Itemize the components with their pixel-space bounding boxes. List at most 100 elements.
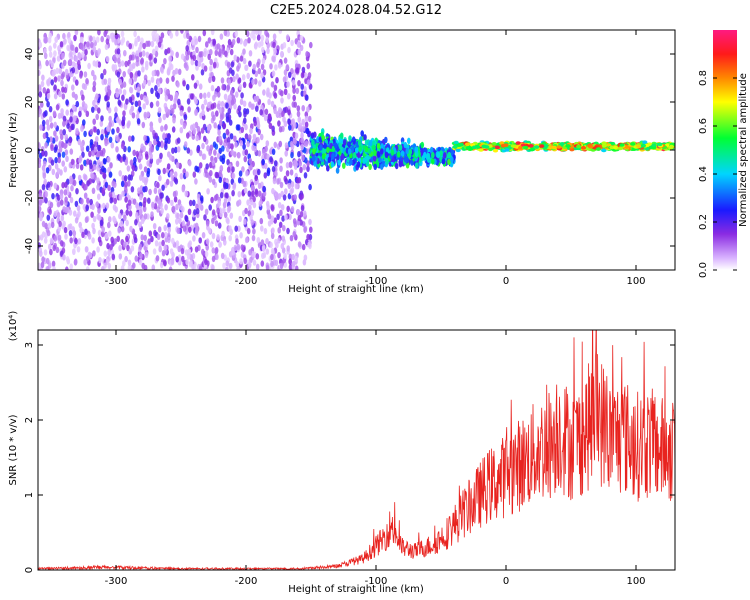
spectrogram-cell	[273, 92, 278, 99]
spectrogram-cell	[304, 157, 308, 164]
spectrogram-cell	[54, 157, 58, 164]
spectrogram-cell	[118, 170, 122, 177]
spectrogram-cell	[163, 58, 167, 65]
spectrogram-cell	[44, 142, 48, 149]
colorbar-tick-label: 0.4	[698, 166, 709, 182]
spectrogram-cell	[69, 237, 73, 244]
spectrogram-cell	[38, 234, 41, 242]
spectrogram-cell	[203, 214, 207, 221]
spectrogram-cell	[378, 156, 382, 164]
spectrogram-cell	[167, 133, 171, 140]
spectrogram-cell	[176, 212, 180, 220]
spectrogram-cell	[68, 209, 73, 216]
spectrogram-cell	[190, 124, 194, 131]
spectrogram-cell	[70, 158, 75, 166]
spectrogram-cell	[173, 196, 178, 203]
spectrogram-cell	[41, 74, 45, 81]
spectrogram-cell	[192, 235, 196, 242]
spectrogram-cell	[216, 91, 221, 98]
spectrogram-cell	[80, 198, 84, 205]
spectrogram-cell	[188, 199, 193, 207]
spectrogram-cell	[211, 232, 216, 240]
spectrogram-cell	[38, 205, 42, 213]
spectrogram-cell	[364, 139, 369, 146]
spectrogram-cell	[244, 149, 249, 156]
spectrogram-cell	[71, 123, 75, 130]
spectrogram-cell	[237, 105, 242, 112]
spectrogram-cell	[81, 94, 85, 101]
spectrogram-cell	[212, 38, 216, 45]
spectrogram-cell	[155, 255, 160, 262]
spectrogram-cell	[289, 188, 294, 196]
spectrogram-cell	[155, 100, 160, 107]
spectrogram-cell	[297, 48, 302, 56]
spectrogram-cell	[154, 132, 158, 139]
spectrogram-cell	[223, 197, 228, 204]
spectrogram-cell	[71, 173, 76, 180]
spectrogram-cell	[175, 218, 179, 225]
spectrogram-cell	[286, 205, 291, 212]
snr-y-tick-label: 1	[24, 492, 35, 498]
spectrogram-cell	[93, 74, 97, 81]
spectrogram-cell	[310, 132, 315, 139]
spectrogram-cell	[296, 41, 301, 48]
spectrogram-cell	[295, 87, 300, 95]
spectrogram-cell	[455, 148, 461, 153]
spectrogram-cell	[118, 88, 123, 95]
spectrogram-cell	[330, 161, 335, 168]
spectrogram-cell	[229, 48, 234, 56]
spectrogram-cell	[101, 188, 105, 195]
spectrogram-cell	[283, 57, 288, 64]
spectrogram-cell	[74, 46, 79, 53]
spectrogram-cell	[182, 80, 186, 87]
spectrogram-cell	[164, 137, 169, 144]
spectrogram-cell	[113, 56, 118, 64]
spectrogram-cell	[266, 167, 271, 174]
spectrogram-cell	[595, 147, 601, 151]
spectrogram-cell	[252, 63, 257, 71]
spectrogram-cell	[150, 40, 155, 48]
spectrogram-cell	[60, 240, 64, 247]
spectrogram-cell	[201, 248, 205, 256]
spectrogram-cell	[260, 63, 265, 71]
spectrogram-cell	[149, 101, 154, 109]
spectrogram-cell	[272, 56, 276, 63]
spectrogram-cell	[210, 84, 215, 92]
spectrogram-cell	[115, 91, 119, 98]
spectrogram-cell	[91, 69, 95, 77]
spectrogram-cell	[85, 78, 89, 85]
spectrogram-cell	[171, 75, 175, 82]
spectrogram-cell	[271, 148, 276, 155]
spectrogram-cell	[253, 169, 257, 176]
spectrogram-cell	[125, 235, 129, 243]
spectrogram-cell	[163, 260, 167, 267]
spectrogram-cell	[121, 36, 126, 43]
spectrogram-cell	[176, 137, 181, 144]
spectrogram-cell	[257, 168, 261, 176]
spectrogram-cell	[169, 32, 174, 39]
spectrogram-cell	[133, 156, 137, 164]
spectrogram-cell	[280, 204, 285, 211]
spectrogram-cell	[128, 63, 133, 70]
spectrogram-cell	[139, 174, 143, 181]
spectrogram-cell	[57, 234, 62, 241]
spectrogram-cell	[100, 73, 104, 80]
spectrogram-cell	[186, 98, 191, 105]
snr-x-ticks: -300 -200 -100 0 100	[105, 330, 646, 587]
spectrogram-cell	[287, 109, 291, 116]
spectrogram-cell	[95, 136, 99, 143]
spectrogram-cell	[140, 57, 144, 64]
spectrogram-cell	[90, 41, 94, 49]
spectrogram-cell	[146, 111, 150, 118]
spectrogram-cell	[121, 190, 125, 197]
spectrogram-cell	[284, 106, 289, 113]
spectrogram-cell	[312, 148, 316, 155]
spectrogram-cell	[216, 85, 221, 93]
spectrogram-cell	[503, 143, 509, 147]
spectrogram-cell	[95, 93, 99, 100]
spectrogram-cell	[223, 93, 228, 101]
spectrogram-cell	[290, 181, 295, 188]
spectrogram-cell	[142, 103, 146, 110]
colorbar-tick-label: 0.0	[698, 262, 709, 278]
spectrogram-cell	[81, 83, 86, 90]
